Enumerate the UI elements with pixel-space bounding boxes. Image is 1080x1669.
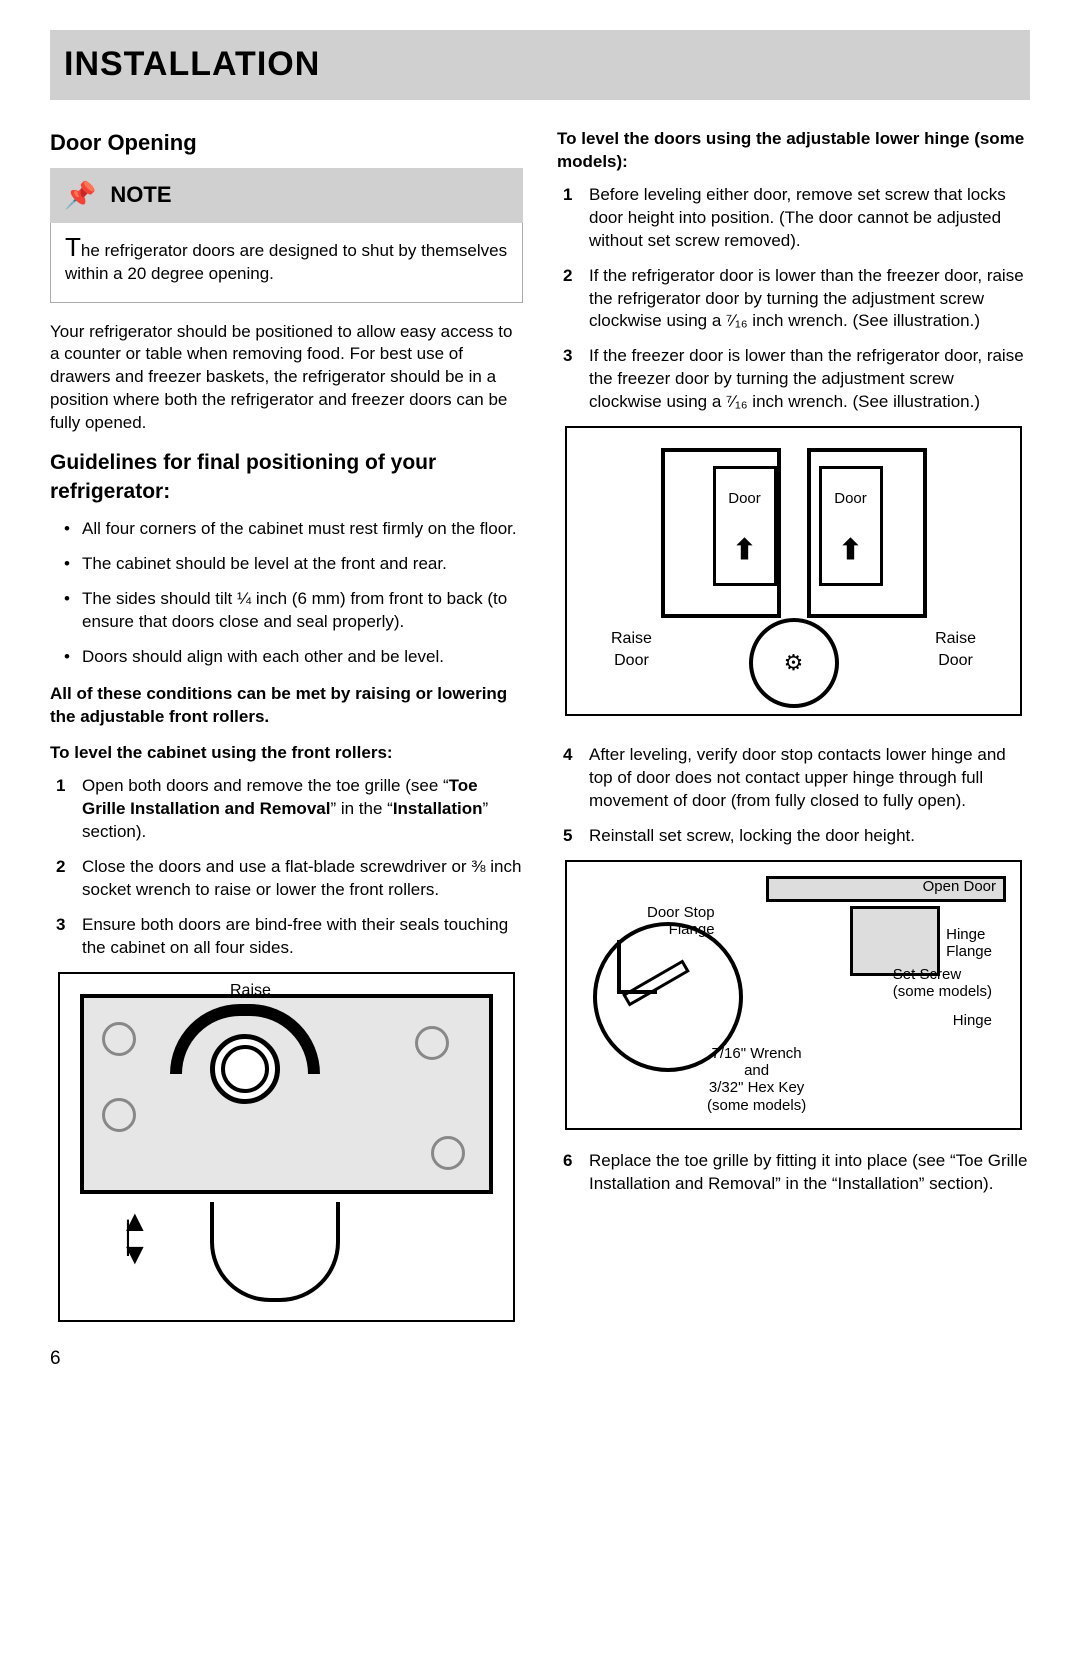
list-item: The cabinet should be level at the front… bbox=[82, 553, 523, 576]
heading-guidelines: Guidelines for final positioning of your… bbox=[50, 449, 523, 506]
paragraph-position: Your refrigerator should be positioned t… bbox=[50, 321, 523, 436]
list-item: Close the doors and use a flat-blade scr… bbox=[82, 856, 523, 902]
note-dropcap: T bbox=[65, 232, 81, 262]
door-shape: Door ⬆ bbox=[713, 466, 777, 586]
step-text: Open both doors and remove the toe grill… bbox=[82, 776, 449, 795]
note-label: NOTE bbox=[110, 180, 171, 210]
hinge-steps-c: Replace the toe grille by fitting it int… bbox=[557, 1150, 1030, 1196]
list-item: Reinstall set screw, locking the door he… bbox=[589, 825, 1030, 848]
note-body: The refrigerator doors are designed to s… bbox=[50, 223, 523, 303]
hinge-steps-b: After leveling, verify door stop contact… bbox=[557, 744, 1030, 848]
pushpin-icon: 📌 bbox=[64, 178, 96, 213]
list-item: If the freezer door is lower than the re… bbox=[589, 345, 1030, 414]
fridge-left-shape: Door ⬆ bbox=[661, 448, 781, 618]
roller-knob-shape bbox=[210, 1034, 280, 1104]
section-title: INSTALLATION bbox=[64, 42, 1016, 88]
up-down-arrow-icon: ▲│▼ bbox=[120, 1214, 150, 1264]
guidelines-list: All four corners of the cabinet must res… bbox=[50, 518, 523, 669]
figure-hinge-detail: Open Door Door Stop Flange Hinge Flange … bbox=[565, 860, 1022, 1130]
left-column: Door Opening 📌 NOTE The refrigerator doo… bbox=[50, 128, 523, 1322]
label-hinge-flange: Hinge Flange bbox=[946, 926, 992, 961]
label-open-door: Open Door bbox=[923, 878, 996, 895]
list-item: Replace the toe grille by fitting it int… bbox=[589, 1150, 1030, 1196]
raise-label: Raise bbox=[230, 980, 271, 1002]
list-item: Ensure both doors are bind-free with the… bbox=[82, 914, 523, 960]
raise-door-label: Raise Door bbox=[611, 628, 652, 671]
label-hinge: Hinge bbox=[953, 1012, 992, 1029]
step-text: ” in the “ bbox=[330, 799, 392, 818]
two-column-layout: Door Opening 📌 NOTE The refrigerator doo… bbox=[50, 128, 1030, 1322]
circle-icon bbox=[102, 1098, 136, 1132]
list-item: Doors should align with each other and b… bbox=[82, 646, 523, 669]
door-label: Door bbox=[822, 489, 880, 509]
list-item: All four corners of the cabinet must res… bbox=[82, 518, 523, 541]
circle-icon bbox=[431, 1136, 465, 1170]
bold-conditions-note: All of these conditions can be met by ra… bbox=[50, 683, 523, 729]
roller-foot-shape bbox=[210, 1202, 340, 1302]
list-item: The sides should tilt ¼ inch (6 mm) from… bbox=[82, 588, 523, 634]
bold-level-cabinet: To level the cabinet using the front rol… bbox=[50, 742, 523, 765]
hinge-steps-a: Before leveling either door, remove set … bbox=[557, 184, 1030, 414]
fridge-right-shape: Door ⬆ bbox=[807, 448, 927, 618]
arrow-up-icon: ⬆ bbox=[839, 531, 862, 569]
page-number: 6 bbox=[50, 1346, 1030, 1372]
heading-door-opening: Door Opening bbox=[50, 128, 523, 158]
arrow-up-icon: ⬆ bbox=[733, 531, 756, 569]
raise-door-label: Raise Door bbox=[935, 628, 976, 671]
door-label: Door bbox=[716, 489, 774, 509]
step-bold: Installation bbox=[393, 799, 483, 818]
list-item: Open both doors and remove the toe grill… bbox=[82, 775, 523, 844]
right-column: To level the doors using the adjustable … bbox=[557, 128, 1030, 1322]
door-shape: Door ⬆ bbox=[819, 466, 883, 586]
figure-roller-adjustment: Raise ▲│▼ bbox=[58, 972, 515, 1322]
note-text: he refrigerator doors are designed to sh… bbox=[65, 241, 507, 283]
roller-steps: Open both doors and remove the toe grill… bbox=[50, 775, 523, 960]
figure-door-raise: Door ⬆ Door ⬆ Raise Door Raise Door ⚙ bbox=[565, 426, 1022, 716]
bold-level-hinge: To level the doors using the adjustable … bbox=[557, 128, 1030, 174]
list-item: If the refrigerator door is lower than t… bbox=[589, 265, 1030, 334]
hinge-detail-circle: ⚙ bbox=[749, 618, 839, 708]
note-box: 📌 NOTE The refrigerator doors are design… bbox=[50, 168, 523, 303]
section-header: INSTALLATION bbox=[50, 30, 1030, 100]
label-wrench: 7/16" Wrench and 3/32" Hex Key (some mod… bbox=[707, 1045, 806, 1114]
circle-icon bbox=[415, 1026, 449, 1060]
circle-icon bbox=[102, 1022, 136, 1056]
list-item: After leveling, verify door stop contact… bbox=[589, 744, 1030, 813]
note-header: 📌 NOTE bbox=[50, 168, 523, 223]
fridge-pair: Door ⬆ Door ⬆ bbox=[567, 448, 1020, 628]
label-set-screw: Set Screw (some models) bbox=[893, 966, 992, 1001]
label-door-stop-flange: Door Stop Flange bbox=[647, 904, 715, 939]
list-item: Before leveling either door, remove set … bbox=[589, 184, 1030, 253]
